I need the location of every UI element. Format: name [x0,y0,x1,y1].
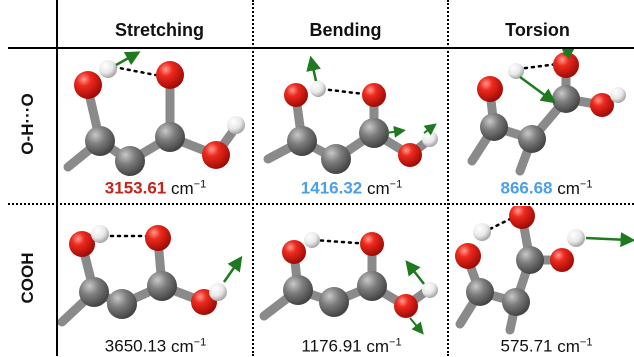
oxygen-atom [509,206,535,229]
row-label-cooh: COOH [18,252,37,304]
carbon-atom [357,271,387,301]
carbon-atom [79,277,109,307]
hydrogen-atom [473,223,491,241]
frequency-value: 575.71 [500,336,553,356]
displacement-arrow [423,123,437,136]
hydrogen-atom [227,116,245,134]
displacement-arrow [585,232,634,248]
hydrogen-atom [91,225,109,243]
frequency-value: 3650.13 [104,336,167,356]
frequency-bending-cooh: 1176.91 cm−1 [254,336,449,357]
hydrogen-bond [516,61,568,71]
hydrogen-atom [310,81,326,97]
row-label-ohbond: O-H···O [18,93,37,155]
row-divider [8,203,634,205]
displacement-arrow [405,260,425,285]
oxygen-atom [145,225,171,251]
frequency-torsion-ohbond: 866.68 cm−1 [449,178,634,199]
column-divider-1 [252,0,254,356]
oxygen-atom [362,83,386,107]
displacement-arrow [385,125,406,138]
carbon-atom [321,144,351,174]
molecule-panel-bending-ohbond [254,49,445,176]
carbon-atom [466,278,494,306]
carbon-atom [115,146,145,176]
oxygen-atom [282,240,306,264]
oxygen-atom [477,76,503,102]
oxygen-atom [398,143,422,167]
molecule-panel-torsion-ohbond [450,49,634,176]
molecule-panel-stretching-ohbond [58,49,250,176]
molecule-panel-bending-cooh [254,206,445,336]
hydrogen-atom [99,60,117,78]
displacement-arrow [222,255,243,283]
oxygen-atom [553,52,579,78]
displacement-arrow [115,51,141,67]
oxygen-atom [550,248,574,272]
hydrogen-atom [567,229,585,247]
displacement-arrow [409,317,424,335]
displacement-arrow [306,55,321,82]
frequency-stretching-ohbond: 3153.61 cm−1 [58,178,253,199]
molecule-panel-stretching-cooh [58,206,250,336]
frequency-unit: cm−1 [366,336,402,356]
hydrogen-atom [422,282,438,298]
frequency-value: 1416.32 [300,178,363,198]
carbon-atom [552,85,580,113]
frequency-bending-ohbond: 1416.32 cm−1 [254,178,449,199]
carbon-atom [359,118,389,148]
hydrogen-atom [209,283,227,301]
frequency-stretching-cooh: 3650.13 cm−1 [58,336,253,357]
frequency-value: 1176.91 [301,336,362,356]
hydrogen-atom [304,232,320,248]
molecule-panel-torsion-cooh [450,206,634,336]
carbon-atom [107,289,137,319]
carbon-atom [147,271,177,301]
displacement-arrow [519,75,557,104]
frequency-unit: cm−1 [557,336,593,356]
header-stretching: Stretching [114,20,204,40]
oxygen-atom [74,71,102,99]
header-bending: Bending [309,20,382,40]
frequency-unit: cm−1 [366,178,403,198]
carbon-atom [319,287,349,317]
carbon-atom [518,125,546,153]
oxygen-atom [202,141,230,169]
frequency-unit: cm−1 [557,178,593,198]
displacement-arrow [561,49,575,60]
oxygen-atom [455,243,481,269]
frequency-value: 866.68 [500,178,553,198]
frequency-torsion-cooh: 575.71 cm−1 [449,336,634,357]
carbon-atom [283,275,313,305]
hydrogen-atom [610,87,626,103]
oxygen-atom [156,61,184,89]
oxygen-atom [360,232,384,256]
frequency-value: 3153.61 [104,178,167,198]
carbon-atom [502,288,530,316]
carbon-atom [287,126,317,156]
carbon-atom [516,246,544,274]
header-torsion: Torsion [505,20,570,40]
row-header-divider [56,0,58,356]
hydrogen-atom [508,63,524,79]
carbon-atom [85,126,115,156]
frequency-unit: cm−1 [170,336,207,356]
oxygen-atom [69,231,95,257]
oxygen-atom [284,83,308,107]
oxygen-atom [394,294,418,318]
frequency-unit: cm−1 [170,178,207,198]
column-divider-2 [447,0,449,356]
carbon-atom [480,113,508,141]
carbon-atom [155,122,185,152]
hydrogen-bond [312,238,372,246]
header-divider [8,47,634,49]
oxygen-atom [590,93,614,117]
